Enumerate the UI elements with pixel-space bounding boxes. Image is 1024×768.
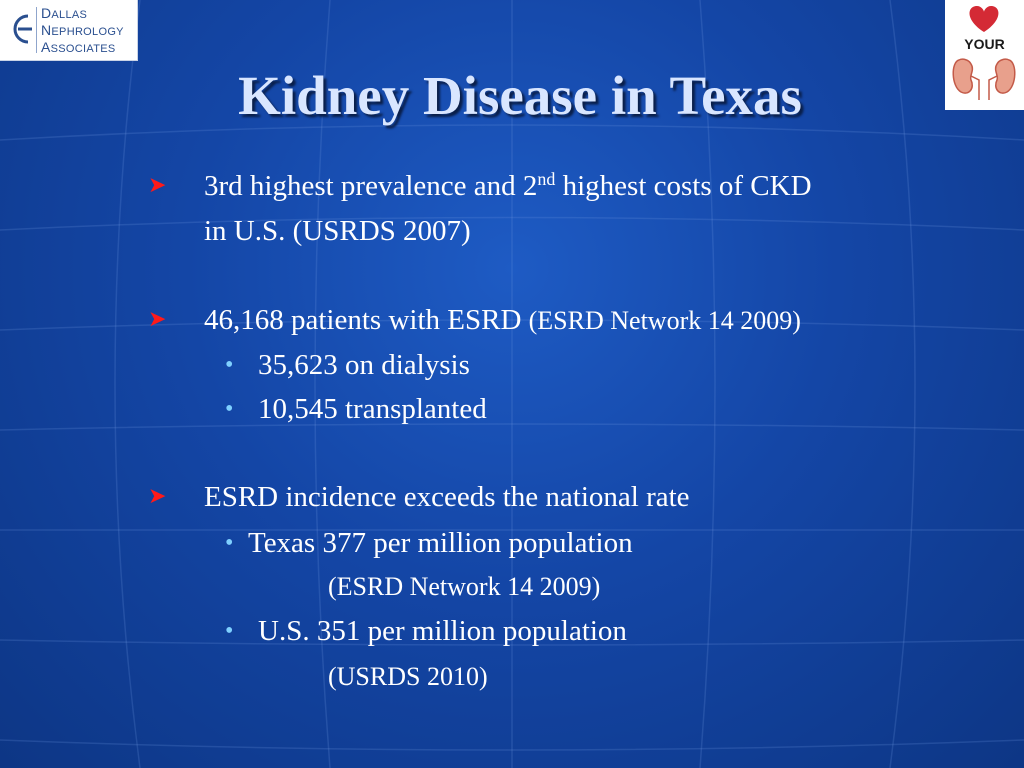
bullet-3-text: ESRD incidence exceeds the national rate bbox=[204, 481, 690, 513]
your-kidneys-logo: YOUR bbox=[945, 0, 1024, 110]
logo-line-2: NEPHROLOGY bbox=[41, 22, 124, 39]
bullet-3-sub-2-source: (USRDS 2010) bbox=[328, 662, 488, 691]
bullet-1-line-2: in U.S. (USRDS 2007) bbox=[204, 215, 471, 247]
bullet-2-sub-2: 10,545 transplanted bbox=[258, 393, 487, 425]
arrow-bullet-icon: ➤ bbox=[148, 484, 167, 509]
logo-line-3: ASSOCIATES bbox=[41, 39, 116, 56]
sub-bullet-dot-icon: • bbox=[225, 396, 234, 422]
arrow-bullet-icon: ➤ bbox=[148, 307, 167, 332]
sub-bullet-dot-icon: • bbox=[225, 618, 234, 644]
dna-mark-icon bbox=[13, 14, 32, 44]
dallas-nephrology-logo: DALLAS NEPHROLOGY ASSOCIATES bbox=[0, 0, 138, 61]
bullet-2-sub-1: 35,623 on dialysis bbox=[258, 349, 470, 381]
logo-divider bbox=[36, 7, 37, 53]
sub-bullet-dot-icon: • bbox=[225, 352, 234, 378]
your-label: YOUR bbox=[964, 36, 1005, 52]
heart-kidneys-icon bbox=[952, 6, 1016, 100]
bullet-3-sub-1-source: (ESRD Network 14 2009) bbox=[328, 572, 601, 601]
bullet-3-sub-1: Texas 377 per million population bbox=[248, 527, 633, 559]
bullet-1-line-1: 3rd highest prevalence and 2nd highest c… bbox=[204, 169, 812, 202]
bullet-3-sub-2: U.S. 351 per million population bbox=[258, 615, 627, 647]
arrow-bullet-icon: ➤ bbox=[148, 173, 167, 198]
slide-title: Kidney Disease in Texas bbox=[238, 65, 802, 126]
bullet-2-text: 46,168 patients with ESRD (ESRD Network … bbox=[204, 304, 801, 336]
logo-line-1: DALLAS bbox=[41, 5, 88, 22]
sub-bullet-dot-icon: • bbox=[225, 530, 234, 556]
